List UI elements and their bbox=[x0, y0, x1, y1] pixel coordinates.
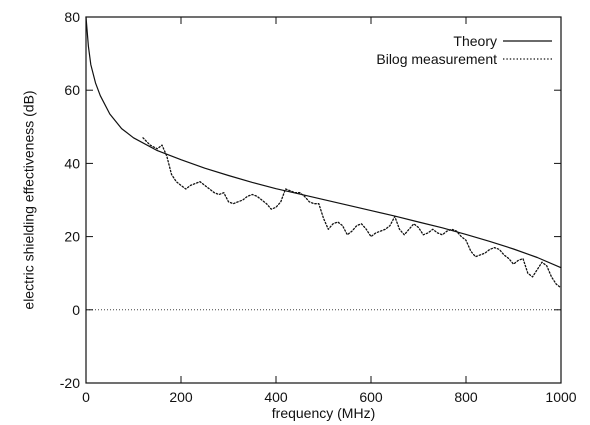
x-tick-label: 600 bbox=[359, 389, 383, 405]
series-group bbox=[85, 16, 562, 289]
series-line-theory bbox=[85, 16, 562, 269]
legend-label-bilog-measurement: Bilog measurement bbox=[376, 51, 497, 67]
x-tick-label: 400 bbox=[264, 389, 288, 405]
y-tick-label: 40 bbox=[64, 155, 80, 171]
plot-frame bbox=[85, 16, 562, 384]
x-tick-label: 0 bbox=[82, 389, 90, 405]
x-tick-label: 800 bbox=[454, 389, 478, 405]
y-axis-label: electric shielding effectiveness (dB) bbox=[21, 90, 37, 309]
axis-ticks-group bbox=[85, 16, 562, 384]
series-line-bilog-measurement bbox=[142, 137, 562, 289]
legend: Theory Bilog measurement bbox=[376, 33, 552, 67]
y-tick-label: -20 bbox=[60, 375, 80, 391]
y-tick-label: 0 bbox=[72, 302, 80, 318]
x-axis-label: frequency (MHz) bbox=[272, 405, 375, 421]
legend-label-theory: Theory bbox=[453, 33, 497, 49]
x-tick-label: 200 bbox=[169, 389, 193, 405]
y-tick-label: 80 bbox=[64, 9, 80, 25]
y-tick-label: 20 bbox=[64, 229, 80, 245]
x-tick-label: 1000 bbox=[545, 389, 576, 405]
y-tick-label: 60 bbox=[64, 82, 80, 98]
